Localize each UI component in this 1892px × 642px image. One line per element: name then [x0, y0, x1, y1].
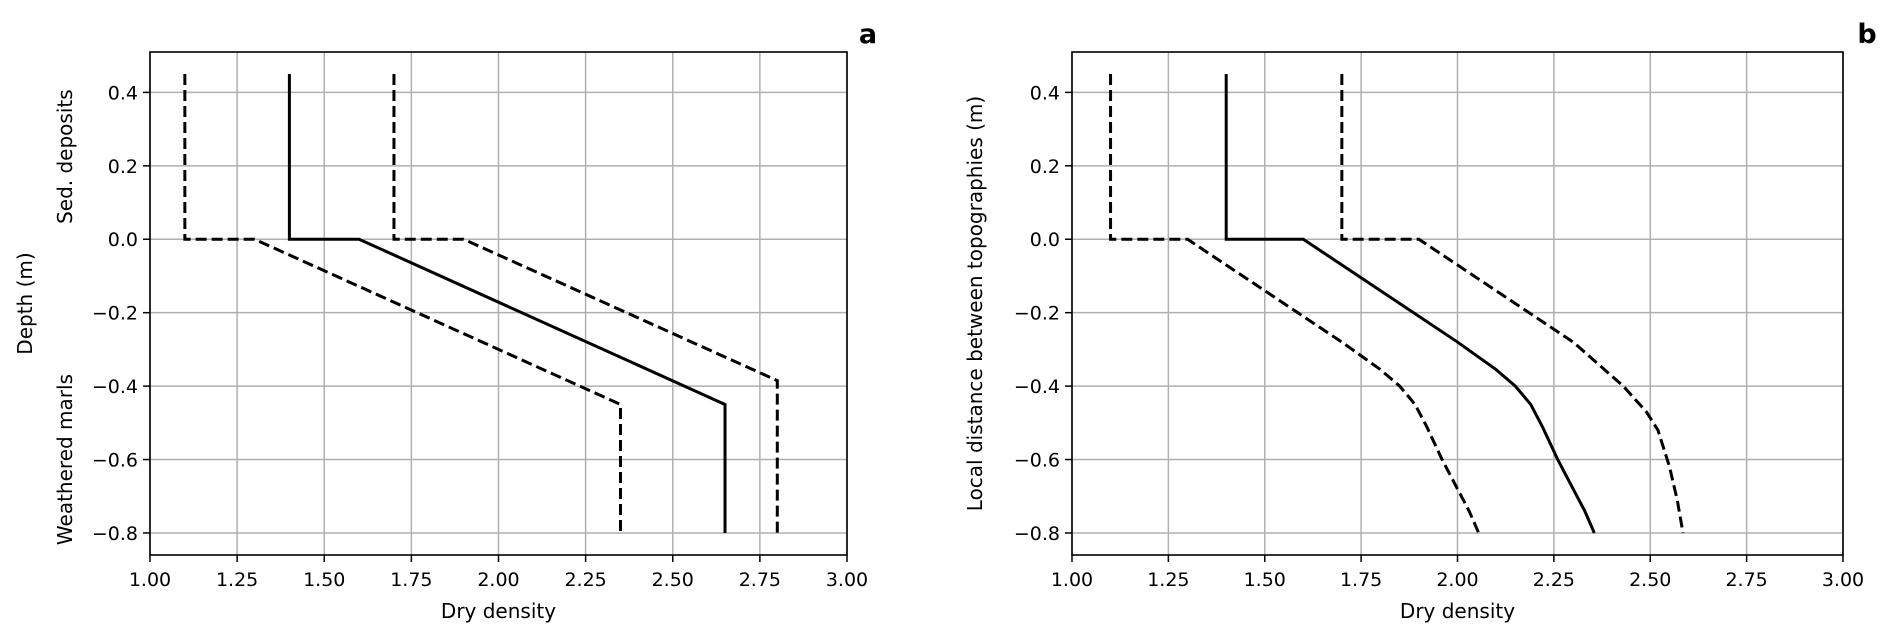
y-tick-label: −0.2 — [1014, 303, 1060, 325]
y-tick-label: −0.8 — [92, 523, 138, 545]
x-tick-label: 1.00 — [129, 569, 171, 591]
x-tick-label: 1.75 — [390, 569, 432, 591]
series-line-1 — [1224, 74, 1596, 534]
x-tick-label: 1.00 — [1051, 569, 1093, 591]
series-line-1 — [287, 74, 727, 533]
y-axis-label: Depth (m) — [13, 252, 37, 354]
y-tick-label: −0.6 — [1014, 450, 1060, 472]
panel-letter: b — [1857, 19, 1876, 50]
series-line-2 — [1109, 74, 1481, 534]
x-tick-label: 2.50 — [1629, 569, 1671, 591]
x-axis-label: Dry density — [1400, 599, 1515, 623]
y-tick-label: 0.2 — [1030, 156, 1060, 178]
panel-a: 1.00 1.25 1.50 1.75 2.00 2.25 2.50 2.75 3.00 0.4 0… — [13, 19, 877, 623]
series-group — [183, 74, 779, 533]
y-tick-label: −0.8 — [1014, 523, 1060, 545]
panel-b: 1.00 1.25 1.50 1.75 2.00 2.25 2.50 2.75 3.00 0.4 0… — [963, 19, 1877, 623]
y-tick-label: −0.4 — [92, 376, 138, 398]
series-line-3 — [392, 74, 779, 533]
x-tick-label: 2.25 — [564, 569, 606, 591]
y-region-annotation: Sed. deposits — [53, 89, 77, 224]
x-axis-label: Dry density — [441, 599, 556, 623]
x-tick-label: 1.50 — [1244, 569, 1286, 591]
x-tick-label: 2.00 — [1436, 569, 1478, 591]
y-tick-label: −0.4 — [1014, 376, 1060, 398]
y-tick-label: −0.6 — [92, 450, 138, 472]
series-line-2 — [183, 74, 622, 533]
x-tick-label: 2.00 — [477, 569, 519, 591]
y-region-annotation: Weathered marls — [53, 374, 77, 545]
y-tick-label: 0.0 — [108, 229, 138, 251]
y-tick-label: −0.2 — [92, 303, 138, 325]
series-group — [1109, 74, 1685, 534]
x-tick-label: 2.50 — [652, 569, 694, 591]
x-tick-label: 2.75 — [1725, 569, 1767, 591]
x-tick-label: 3.00 — [826, 569, 868, 591]
y-axis-label: Local distance between topographies (m) — [963, 96, 987, 511]
x-tick-label: 2.75 — [739, 569, 781, 591]
panel-letter: a — [859, 19, 877, 50]
x-tick-label: 1.25 — [1147, 569, 1189, 591]
x-tick-label: 3.00 — [1822, 569, 1864, 591]
y-tick-label: 0.4 — [1030, 82, 1060, 104]
x-tick-label: 1.50 — [303, 569, 345, 591]
y-tick-label: 0.0 — [1030, 229, 1060, 251]
y-tick-label: 0.2 — [108, 156, 138, 178]
grid — [1071, 52, 1844, 555]
x-tick-label: 1.75 — [1340, 569, 1382, 591]
x-tick-label: 2.25 — [1533, 569, 1575, 591]
y-tick-label: 0.4 — [108, 82, 138, 104]
series-line-3 — [1340, 74, 1685, 534]
x-tick-label: 1.25 — [216, 569, 258, 591]
